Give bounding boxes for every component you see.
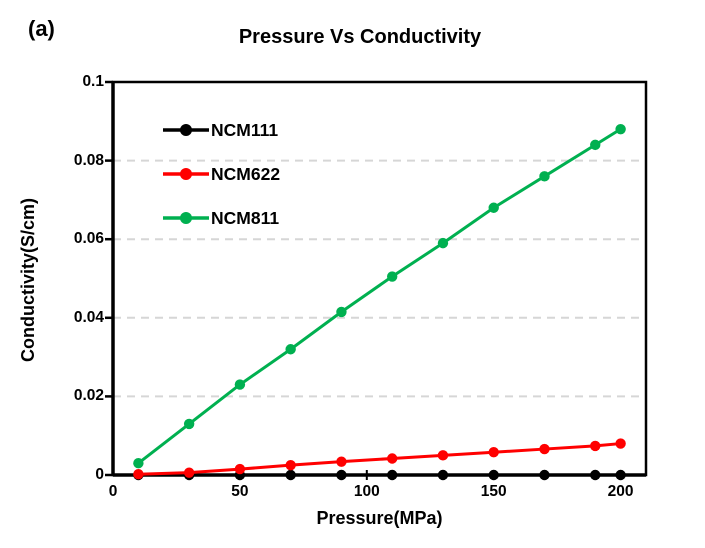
x-tick-label: 150: [480, 483, 507, 500]
plot-svg: [105, 80, 648, 481]
x-tick-label: 0: [108, 483, 118, 500]
y-tick-label: 0.02: [73, 387, 104, 405]
marker-NCM111: [539, 469, 550, 481]
marker-NCM811: [615, 123, 626, 135]
y-tick-label: 0.08: [73, 151, 104, 169]
marker-NCM622: [183, 467, 195, 478]
legend-item: NCM111: [163, 108, 280, 152]
marker-NCM811: [488, 202, 499, 213]
y-tick-label: 0.1: [82, 73, 104, 90]
marker-NCM811: [183, 418, 195, 430]
x-axis-title: Pressure(MPa): [316, 508, 443, 528]
x-tick-label: 200: [607, 483, 634, 500]
marker-NCM111: [386, 469, 398, 481]
marker-NCM111: [615, 469, 626, 481]
marker-NCM622: [488, 447, 499, 458]
marker-NCM622: [285, 459, 296, 471]
marker-NCM811: [386, 271, 398, 282]
y-axis-title: Conductivity(S/cm): [18, 198, 38, 363]
y-tick-label: 0: [95, 466, 104, 483]
panel-label: (a): [28, 16, 55, 41]
marker-NCM811: [285, 344, 296, 355]
marker-NCM811: [437, 237, 449, 249]
marker-NCM622: [437, 450, 449, 461]
marker-NCM622: [336, 456, 347, 467]
legend-line-marker-icon: [163, 124, 209, 136]
marker-NCM622: [539, 443, 550, 455]
marker-NCM622: [615, 438, 626, 449]
marker-NCM111: [437, 469, 449, 481]
marker-NCM111: [285, 469, 296, 481]
y-tick-label: 0.06: [73, 230, 104, 248]
marker-NCM111: [336, 469, 347, 481]
legend-label: NCM811: [211, 207, 280, 228]
x-tick-label: 100: [353, 483, 380, 500]
legend-line-marker-icon: [163, 168, 209, 180]
marker-NCM111: [488, 469, 499, 481]
chart-title: Pressure Vs Conductivity: [238, 26, 482, 48]
legend-item: NCM811: [163, 196, 280, 240]
marker-NCM811: [539, 171, 550, 182]
legend-label: NCM111: [211, 119, 279, 140]
marker-NCM622: [133, 469, 144, 480]
legend: NCM111 NCM622 NCM811: [163, 108, 280, 240]
marker-NCM622: [590, 440, 601, 452]
marker-NCM111: [590, 469, 601, 481]
marker-NCM811: [336, 306, 347, 318]
marker-NCM622: [386, 453, 398, 464]
marker-NCM811: [133, 458, 144, 469]
y-tick-label: 0.04: [73, 308, 104, 326]
marker-NCM622: [234, 463, 246, 475]
legend-line-marker-icon: [163, 212, 209, 224]
legend-item: NCM622: [163, 152, 280, 196]
marker-NCM811: [590, 139, 601, 151]
legend-label: NCM622: [211, 163, 281, 184]
marker-NCM811: [234, 379, 246, 390]
x-tick-label: 50: [231, 483, 249, 500]
